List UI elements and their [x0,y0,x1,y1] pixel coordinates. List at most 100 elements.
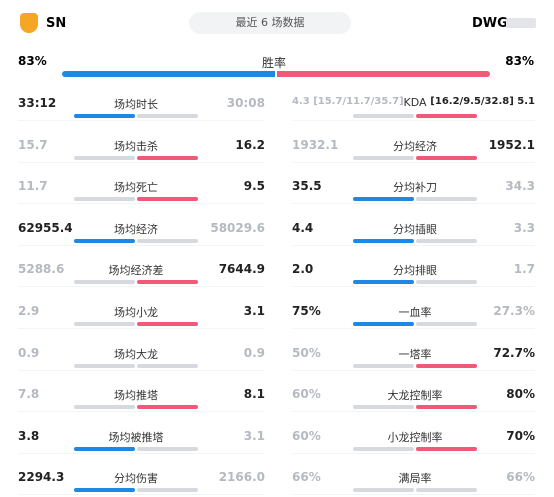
stat-bar-left [353,197,414,202]
stat-bar-right [416,155,477,160]
stat-left: 2294.3 [18,470,65,485]
row-divider [292,369,535,371]
stat-left: 35.5 [292,179,322,194]
stat-label: KDA [403,96,427,109]
stat-bar-right [137,405,198,410]
stat-left: 60% [292,387,321,402]
win-rate-right: 83% [505,54,534,68]
stat-label: 场均死亡 [114,181,158,195]
stat-bar-left [74,155,135,160]
stat-bar-left [353,488,414,493]
stat-bar-left [353,155,414,160]
team-right-logo [506,18,536,28]
stat-bar-left [74,363,135,368]
row-divider [292,411,535,413]
row-divider [292,120,535,121]
stat-left: 66% [292,470,321,485]
stat-right: 0.9 [243,345,265,360]
stat-left: 15.7 [18,137,48,152]
stat-bar-right [137,322,198,326]
stat-label: 分均伤害 [114,472,158,486]
stat-bar-left [353,446,414,451]
stat-bar-right [137,238,198,243]
row-divider [292,161,535,163]
stat-label: 小龙控制率 [387,430,443,444]
stat-bar-left [353,322,414,326]
stat-label: 大龙控制率 [387,389,443,403]
stat-left: 0.9 [18,345,40,360]
stat-label: 分均插眼 [393,222,437,236]
stat-bar-right [416,238,477,243]
stat-left: 2.9 [18,304,40,318]
row-divider [292,244,535,246]
stat-right: 70% [506,428,535,443]
stat-left: 5288.6 [18,262,65,277]
period-label: 最近 6 场数据 [189,12,351,34]
stat-bar-left [74,280,135,285]
stat-bar-right [137,488,198,493]
stat-bar-left [74,488,135,493]
stat-right: 2166.0 [218,470,265,485]
stat-bar-right [416,322,477,326]
stat-label: 一血率 [398,306,432,319]
win-rate-left: 83% [18,54,47,68]
stat-bar-left [74,322,135,326]
row-divider [292,328,535,329]
stat-bar-left [74,405,135,410]
stat-label: 场均大龙 [114,347,158,361]
stat-right: 27.3% [493,304,535,318]
stat-left: 60% [292,428,321,443]
team-left-name: SN [46,16,67,31]
row-divider [18,203,265,205]
row-divider [18,120,265,121]
stat-right: [16.2/9.5/32.8] 5.1 [430,96,535,107]
stat-bar-right [416,114,477,118]
row-divider [18,452,265,454]
stat-left: 62955.4 [18,220,73,235]
stat-bar-left [353,405,414,410]
stat-right: 80% [506,387,535,402]
stat-label: 场均推塔 [114,389,158,403]
stat-left: 50% [292,345,321,360]
row-divider [292,452,535,454]
stat-right: 3.1 [243,428,265,443]
stat-left: 4.4 [292,220,314,235]
stat-label: 分均经济 [393,139,437,153]
stat-bar-right [416,405,477,410]
team-left-logo [20,13,38,33]
stat-label: 一塔率 [398,347,432,361]
stat-left: 33:12 [18,96,57,110]
row-divider [18,286,265,288]
stat-right: 1.7 [513,262,535,277]
row-divider [18,328,265,329]
stat-label: 场均被推塔 [108,430,164,444]
stat-right: 16.2 [235,137,265,152]
stat-label: 满局率 [398,472,432,486]
stat-right: 34.3 [505,179,535,194]
team-right-name: DWG [472,16,508,31]
stat-bar-left [74,114,135,118]
stat-right: 72.7% [493,345,535,360]
stat-right: 66% [506,470,535,485]
stat-right: 3.1 [243,304,265,318]
win-rate-bar-right [277,71,490,77]
stat-right: 3.3 [513,220,535,235]
stat-bar-left [74,238,135,243]
stat-label: 场均经济差 [108,264,164,278]
stat-bar-right [416,488,477,493]
stat-bar-right [137,280,198,285]
stat-right: 30:08 [226,96,265,110]
stat-right: 1952.1 [488,137,535,152]
row-divider [18,494,265,496]
win-rate-bar-left [62,71,275,77]
stat-bar-right [137,363,198,368]
win-rate-label: 胜率 [262,56,287,70]
stat-left: 2.0 [292,262,314,277]
stat-bar-left [353,280,414,285]
stat-bar-left [353,114,414,118]
stat-left: 4.3 [15.7/11.7/35.7] [292,96,404,107]
stat-left: 7.8 [18,387,40,402]
stat-bar-right [416,197,477,202]
stat-label: 分均排眼 [393,264,437,278]
